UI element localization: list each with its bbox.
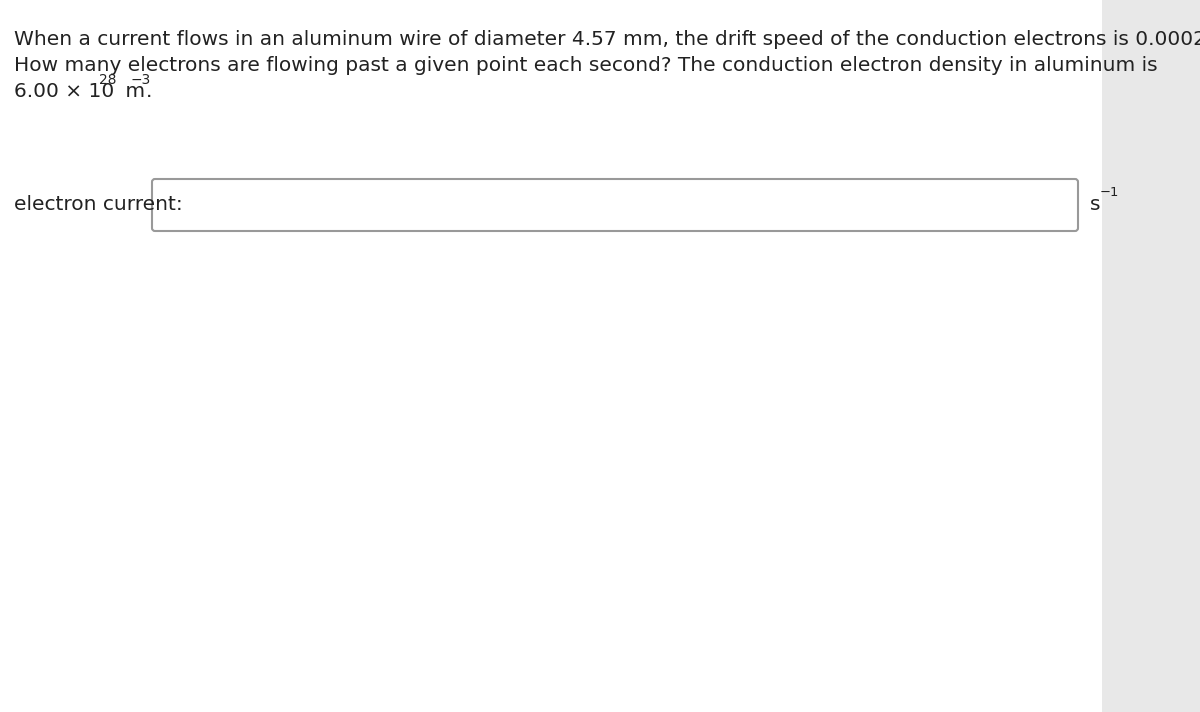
Text: m: m xyxy=(119,82,145,101)
Text: electron current:: electron current: xyxy=(14,196,182,214)
Text: When a current flows in an aluminum wire of diameter 4.57 mm, the drift speed of: When a current flows in an aluminum wire… xyxy=(14,30,1200,49)
FancyBboxPatch shape xyxy=(152,179,1078,231)
Text: 28: 28 xyxy=(98,73,116,87)
Text: −3: −3 xyxy=(131,73,151,87)
Text: 6.00 × 10: 6.00 × 10 xyxy=(14,82,114,101)
Text: −1: −1 xyxy=(1100,187,1120,199)
Text: .: . xyxy=(146,82,152,101)
Text: s: s xyxy=(1090,196,1100,214)
Text: How many electrons are flowing past a given point each second? The conduction el: How many electrons are flowing past a gi… xyxy=(14,56,1158,75)
